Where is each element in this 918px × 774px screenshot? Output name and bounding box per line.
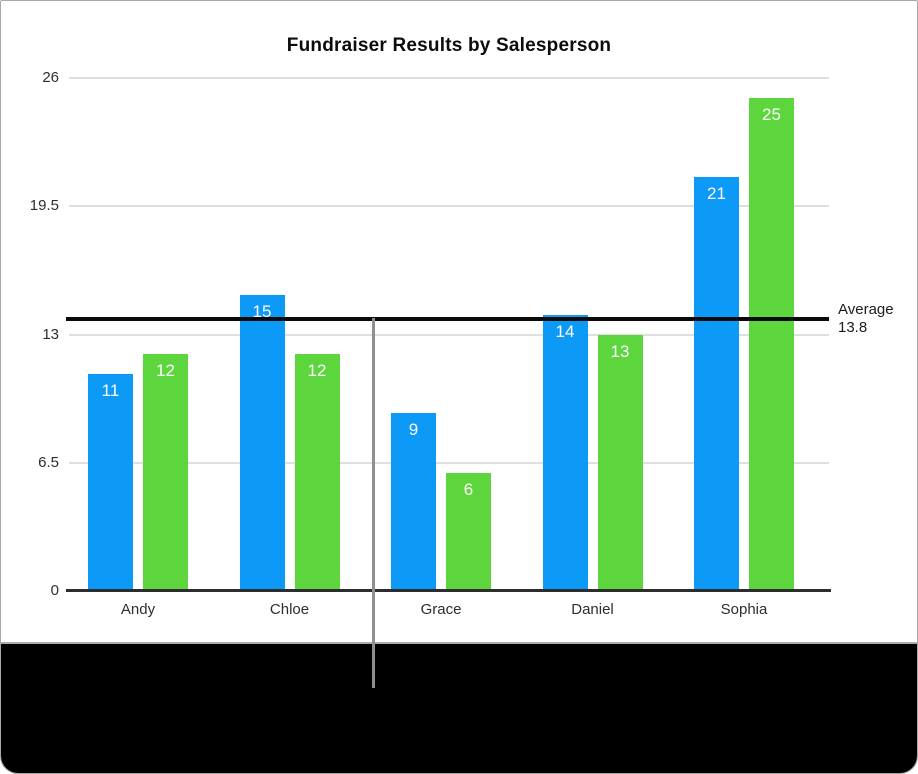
y-axis-tick-label: 0 (50, 582, 59, 599)
gridline-y-6.5 (69, 461, 829, 464)
bar-value-label: 15 (252, 302, 272, 322)
bar-series-blue-chloe: 15 (239, 295, 285, 591)
y-axis-tick-label: 13 (42, 325, 59, 343)
bar-series-green-daniel: 13 (597, 334, 643, 591)
average-line-label: Average 13.8 (838, 301, 894, 337)
x-axis-category-label: Chloe (269, 601, 310, 618)
y-axis-tick-label: 26 (42, 69, 59, 86)
x-axis-category-label: Sophia (720, 601, 768, 618)
bar-value-label: 12 (156, 361, 175, 381)
caption-area (1, 642, 917, 773)
callout-pointer-line (372, 318, 375, 688)
x-axis-category-label: Andy (120, 601, 156, 618)
gridline-y-13 (69, 333, 829, 336)
average-value-text: 13.8 (838, 319, 868, 336)
bar-series-green-grace: 6 (446, 472, 491, 591)
bar-value-label: 21 (707, 183, 726, 203)
bar-value-label: 9 (408, 420, 419, 440)
bar-value-label: 12 (307, 361, 327, 381)
bar-series-blue-sophia: 21 (694, 176, 739, 591)
plot-area: 0 6.5 13 19.5 26 11 15 9 14 21 12 12 6 13 25 Andy Chloe G… (1, 1, 917, 642)
average-reference-line (66, 316, 829, 321)
gridline-y-19.5 (69, 205, 829, 208)
bar-series-green-sophia: 25 (749, 97, 794, 591)
y-axis-tick-label: 19.5 (29, 197, 59, 215)
bar-series-blue-andy: 11 (88, 373, 133, 591)
x-axis-category-label: Grace (420, 601, 462, 618)
y-axis-tick-label: 6.5 (38, 453, 59, 471)
average-label-text: Average (838, 301, 894, 318)
bar-value-label: 11 (101, 380, 120, 400)
bar-value-label: 13 (610, 341, 630, 361)
bar-series-green-chloe: 12 (294, 354, 340, 591)
x-axis-category-label: Daniel (571, 601, 614, 618)
bar-value-label: 6 (463, 479, 474, 499)
bar-series-green-andy: 12 (143, 354, 188, 591)
x-axis-line (66, 589, 831, 592)
gridline-y-26 (69, 77, 829, 79)
bar-value-label: 25 (762, 104, 781, 124)
bar-value-label: 14 (555, 321, 575, 341)
chart-title: Fundraiser Results by Salesperson (286, 35, 612, 56)
bar-series-blue-grace: 9 (391, 413, 436, 591)
bar-series-blue-daniel: 14 (542, 314, 588, 591)
